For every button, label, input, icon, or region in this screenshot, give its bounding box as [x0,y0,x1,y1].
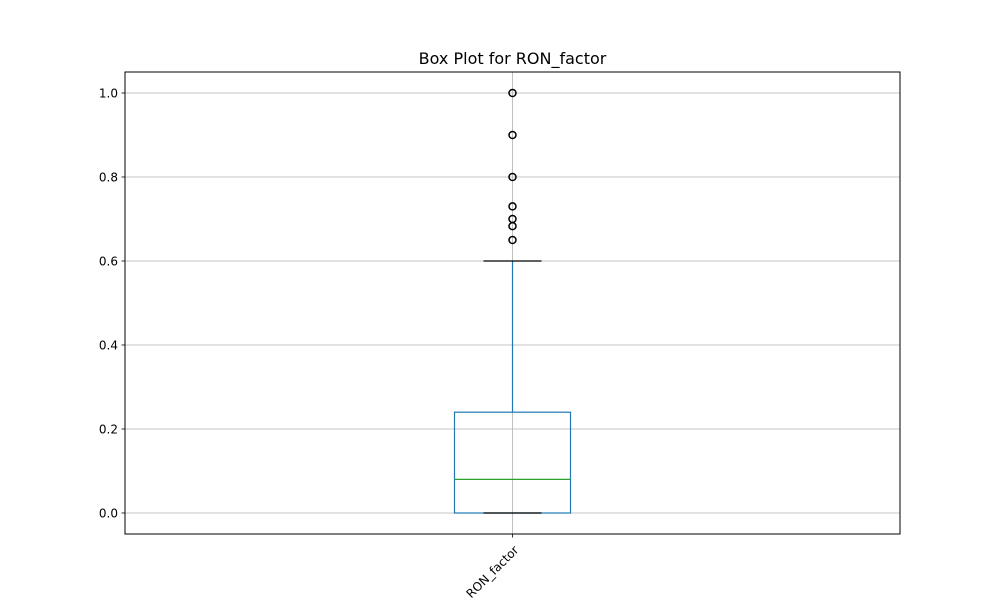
y-tick-label: 0.0 [99,507,118,521]
chart-title: Box Plot for RON_factor [419,49,607,69]
y-tick-label: 0.6 [99,255,118,269]
outlier-point [508,214,517,224]
y-tick-label: 0.8 [99,171,118,185]
outlier-point [508,235,517,245]
x-tick-label: RON_factor [463,543,521,600]
axis-ticks: 0.0 0.2 0.4 0.6 0.8 1.0 RON_factor [99,87,522,600]
y-tick-label: 0.4 [99,339,118,353]
outlier-point [508,172,517,182]
outlier-point [508,88,517,98]
y-tick-label: 0.2 [99,423,118,437]
outlier-point [508,130,517,140]
outlier-point [508,202,517,211]
y-tick-label: 1.0 [99,87,118,101]
box-plot [453,88,572,514]
